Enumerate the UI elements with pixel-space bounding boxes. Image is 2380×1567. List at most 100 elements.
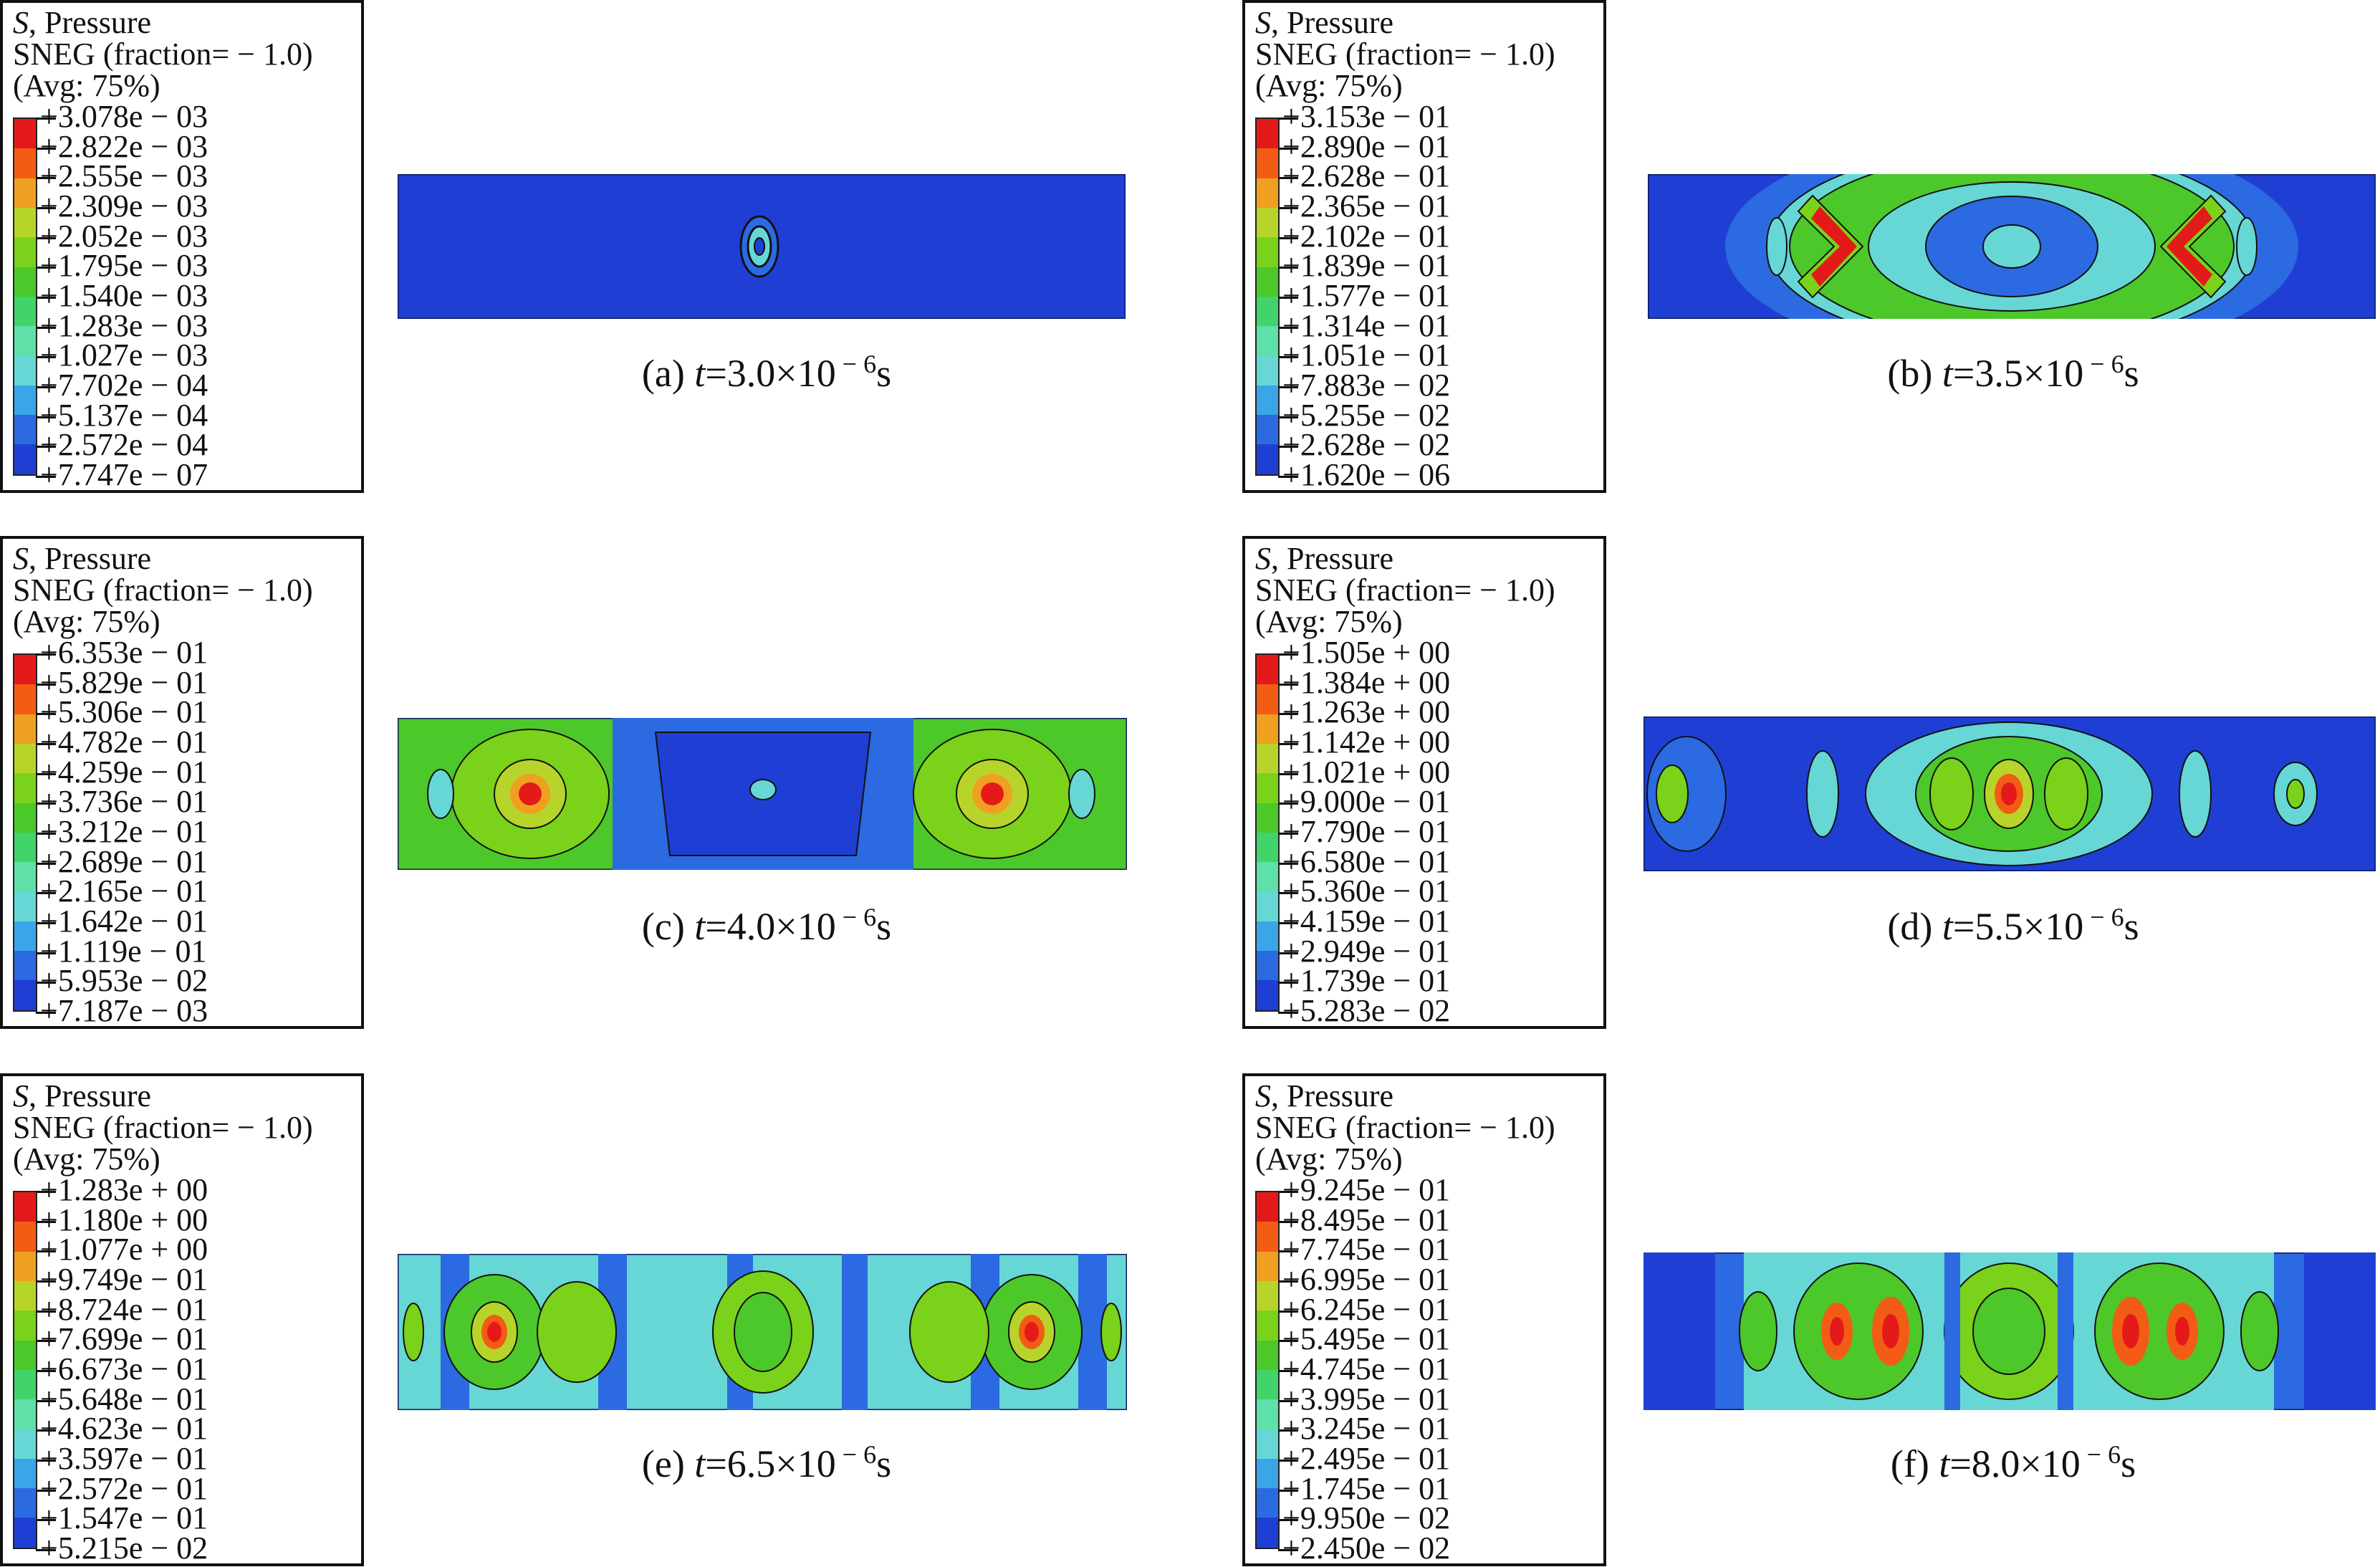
legend-tick bbox=[1278, 1519, 1298, 1522]
colorbar-segment bbox=[1257, 355, 1278, 385]
legend-tick bbox=[1278, 1460, 1298, 1462]
legend-value: +2.555e − 03 bbox=[40, 158, 208, 194]
legend-tick bbox=[1278, 267, 1298, 269]
legend-value: +2.628e − 02 bbox=[1282, 427, 1451, 463]
legend-value: +7.883e − 02 bbox=[1282, 368, 1451, 403]
legend-value: +6.673e − 01 bbox=[40, 1351, 208, 1386]
legend-d: S, Pressure SNEG (fraction= − 1.0) (Avg:… bbox=[1242, 536, 1606, 1029]
legend-tick bbox=[36, 802, 56, 805]
legend-value: +8.724e − 01 bbox=[40, 1291, 208, 1327]
legend-tick bbox=[36, 1489, 56, 1492]
colorbar-segment bbox=[1257, 148, 1278, 178]
legend-value: +1.263e + 00 bbox=[1282, 694, 1451, 730]
colorbar-segment bbox=[14, 1340, 36, 1370]
legend-value: +1.283e − 03 bbox=[40, 307, 208, 343]
legend-value: +1.577e − 01 bbox=[1282, 278, 1451, 313]
legend-e: S, Pressure SNEG (fraction= − 1.0) (Avg:… bbox=[0, 1073, 364, 1566]
legend-tick bbox=[1278, 1191, 1298, 1193]
legend-subtitle: SNEG (fraction= − 1.0) bbox=[13, 1110, 313, 1145]
legend-value: +3.597e − 01 bbox=[40, 1441, 208, 1476]
legend-value: +3.212e − 01 bbox=[40, 814, 208, 849]
colorbar-segment bbox=[1257, 684, 1278, 714]
legend-tick bbox=[1278, 1310, 1298, 1313]
colorbar-segment bbox=[14, 237, 36, 267]
caption-d: (d) t=5.5×10 − 6s bbox=[1887, 903, 2139, 948]
colorbar-segment bbox=[14, 148, 36, 178]
legend-tick bbox=[36, 416, 56, 418]
colorbar bbox=[1255, 653, 1280, 1012]
legend-title: S, Pressure bbox=[1255, 541, 1394, 576]
legend-tick bbox=[36, 446, 56, 449]
colorbar-segment bbox=[14, 891, 36, 921]
colorbar-segment bbox=[14, 980, 36, 1010]
legend-avg: (Avg: 75%) bbox=[13, 68, 160, 103]
caption-c: (c) t=4.0×10 − 6s bbox=[641, 903, 892, 948]
caption-a: (a) t=3.0×10 − 6s bbox=[641, 350, 892, 395]
legend-value: +1.021e + 00 bbox=[1282, 754, 1451, 790]
legend-tick bbox=[1278, 1370, 1298, 1372]
colorbar-segment bbox=[14, 1280, 36, 1311]
contour-plot-a bbox=[398, 174, 1126, 319]
legend-value: +2.052e − 03 bbox=[40, 218, 208, 254]
legend-value: +5.283e − 02 bbox=[1282, 993, 1451, 1028]
legend-value: +2.365e − 01 bbox=[1282, 188, 1451, 224]
colorbar-segment bbox=[1257, 1340, 1278, 1370]
colorbar-segment bbox=[1257, 385, 1278, 416]
legend-tick bbox=[1278, 416, 1298, 418]
legend-value: +7.747e − 07 bbox=[40, 457, 208, 492]
colorbar-segment bbox=[14, 1251, 36, 1281]
caption-f: (f) t=8.0×10 − 6s bbox=[1890, 1440, 2136, 1485]
legend-value: +5.215e − 02 bbox=[40, 1530, 208, 1566]
legend-value: +1.384e + 00 bbox=[1282, 664, 1451, 700]
legend-tick bbox=[1278, 802, 1298, 805]
caption-e: (e) t=6.5×10 − 6s bbox=[641, 1440, 892, 1485]
colorbar-segment bbox=[14, 1369, 36, 1400]
legend-tick bbox=[36, 1429, 56, 1432]
legend-tick bbox=[36, 1370, 56, 1372]
legend-tick bbox=[1278, 476, 1298, 478]
legend-tick bbox=[36, 1012, 56, 1014]
colorbar-segment bbox=[14, 1518, 36, 1548]
colorbar-segment bbox=[1257, 237, 1278, 267]
colorbar-segment bbox=[14, 1222, 36, 1252]
legend-value: +7.187e − 03 bbox=[40, 993, 208, 1028]
legend-value: +1.547e − 01 bbox=[40, 1500, 208, 1536]
legend-value: +5.495e − 01 bbox=[1282, 1321, 1451, 1357]
legend-tick bbox=[36, 1310, 56, 1313]
legend-tick bbox=[36, 1549, 56, 1551]
colorbar-segment bbox=[14, 355, 36, 385]
legend-value: +1.180e + 00 bbox=[40, 1202, 208, 1237]
legend-tick bbox=[1278, 862, 1298, 865]
legend-tick bbox=[36, 922, 56, 924]
colorbar-segment bbox=[14, 862, 36, 892]
legend-tick bbox=[36, 833, 56, 835]
legend-value: +3.995e − 01 bbox=[1282, 1381, 1451, 1417]
contour-plot-c bbox=[398, 718, 1127, 870]
legend-tick bbox=[36, 147, 56, 150]
legend-subtitle: SNEG (fraction= − 1.0) bbox=[1255, 1110, 1555, 1145]
colorbar bbox=[1255, 1191, 1280, 1549]
colorbar-segment bbox=[1257, 951, 1278, 981]
colorbar-segment bbox=[14, 802, 36, 833]
colorbar bbox=[1255, 118, 1280, 476]
legend-avg: (Avg: 75%) bbox=[1255, 604, 1403, 639]
legend-tick bbox=[1278, 1280, 1298, 1283]
legend-value: +3.245e − 01 bbox=[1282, 1411, 1451, 1447]
legend-tick bbox=[1278, 982, 1298, 984]
legend-value: +2.165e − 01 bbox=[40, 873, 208, 909]
legend-avg: (Avg: 75%) bbox=[1255, 1141, 1403, 1177]
legend-tick bbox=[36, 982, 56, 984]
legend-title: S, Pressure bbox=[13, 541, 152, 576]
legend-tick bbox=[1278, 386, 1298, 388]
colorbar-segment bbox=[1257, 1488, 1278, 1518]
legend-subtitle: SNEG (fraction= − 1.0) bbox=[1255, 37, 1555, 72]
legend-value: +1.077e + 00 bbox=[40, 1232, 208, 1268]
legend-tick bbox=[36, 892, 56, 895]
legend-value: +2.102e − 01 bbox=[1282, 218, 1451, 254]
legend-value: +6.995e − 01 bbox=[1282, 1262, 1451, 1297]
colorbar bbox=[13, 1191, 37, 1549]
caption-b: (b) t=3.5×10 − 6s bbox=[1887, 350, 2139, 395]
legend-value: +1.795e − 03 bbox=[40, 248, 208, 284]
legend-tick bbox=[1278, 833, 1298, 835]
colorbar bbox=[13, 653, 37, 1012]
